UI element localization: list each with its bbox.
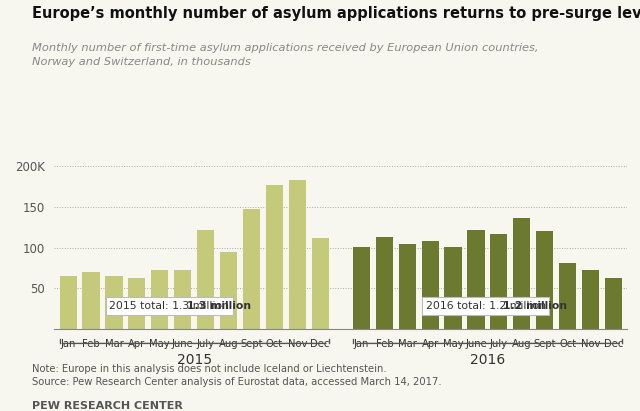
Bar (399, 244, 416, 329)
Bar (353, 247, 370, 329)
Text: 1.2 million: 1.2 million (503, 301, 567, 311)
Text: 2015 total: 1.3 million: 2015 total: 1.3 million (109, 301, 229, 311)
Bar (83, 272, 100, 329)
Text: 2016 total: 1.2 million: 2016 total: 1.2 million (426, 301, 545, 311)
Bar (220, 252, 237, 329)
Bar (289, 180, 306, 329)
Bar (266, 185, 283, 329)
Bar (513, 218, 531, 329)
Text: 2016: 2016 (470, 353, 505, 367)
Text: Note: Europe in this analysis does not include Iceland or Liechtenstein.
Source:: Note: Europe in this analysis does not i… (32, 364, 442, 387)
Bar (559, 263, 576, 329)
Bar (151, 270, 168, 329)
Text: 2015: 2015 (177, 353, 212, 367)
Bar (376, 237, 393, 329)
Bar (444, 247, 461, 329)
Bar (605, 278, 622, 329)
Text: Europe’s monthly number of asylum applications returns to pre-surge levels: Europe’s monthly number of asylum applic… (32, 6, 640, 21)
Bar (128, 278, 145, 329)
Bar (312, 238, 329, 329)
Bar (422, 241, 439, 329)
Text: Monthly number of first-time asylum applications received by European Union coun: Monthly number of first-time asylum appl… (32, 43, 538, 67)
Bar (490, 234, 508, 329)
Bar (243, 209, 260, 329)
Bar (197, 230, 214, 329)
Bar (467, 230, 484, 329)
Text: PEW RESEARCH CENTER: PEW RESEARCH CENTER (32, 401, 183, 411)
Text: 1.3 million: 1.3 million (187, 301, 251, 311)
Bar (174, 270, 191, 329)
Bar (106, 276, 123, 329)
Bar (60, 276, 77, 329)
Bar (582, 270, 599, 329)
Bar (536, 231, 554, 329)
